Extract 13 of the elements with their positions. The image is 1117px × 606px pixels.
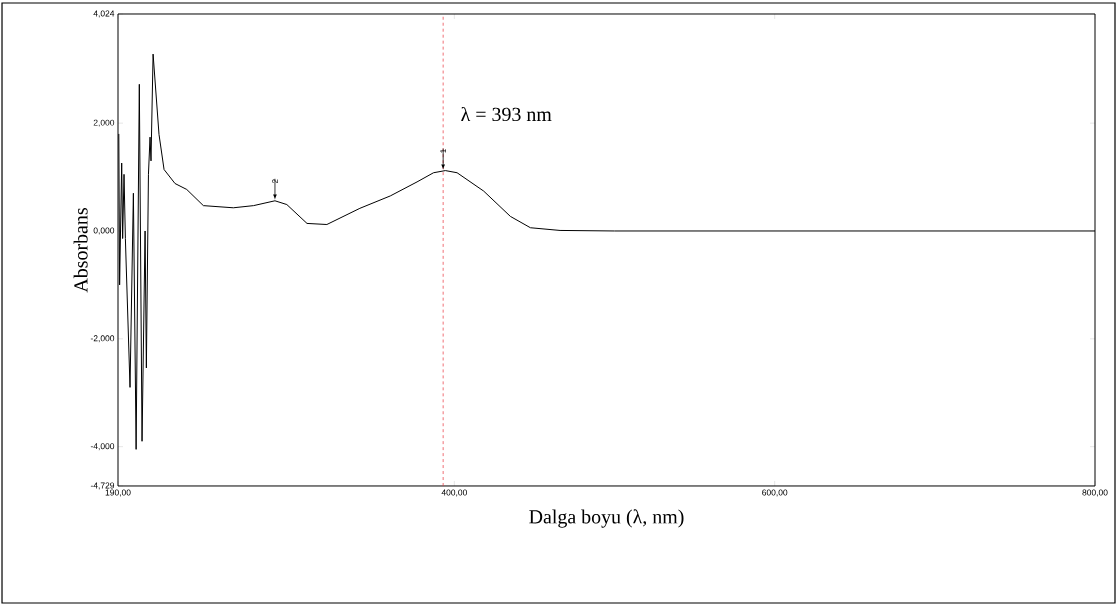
y-tick-label: -4,729 xyxy=(90,482,115,490)
y-tick-label: -4,000 xyxy=(90,443,115,451)
y-tick-label: -2,000 xyxy=(90,335,115,343)
x-axis-title: Dalga boyu (λ, nm) xyxy=(529,509,684,528)
y-tick-label: 4,024 xyxy=(93,10,115,18)
y-tick-label: 0,000 xyxy=(93,227,115,235)
x-tick-label: 800,00 xyxy=(1082,489,1108,497)
y-tick-label: 2,000 xyxy=(93,119,115,127)
x-tick-label: 600,00 xyxy=(762,489,788,497)
y-axis-title: Absorbans xyxy=(73,208,88,293)
x-tick-label: 400,00 xyxy=(441,489,467,497)
ref-line-label: λ = 393 nm xyxy=(461,106,552,122)
x-tick-label: 190,00 xyxy=(105,489,131,497)
